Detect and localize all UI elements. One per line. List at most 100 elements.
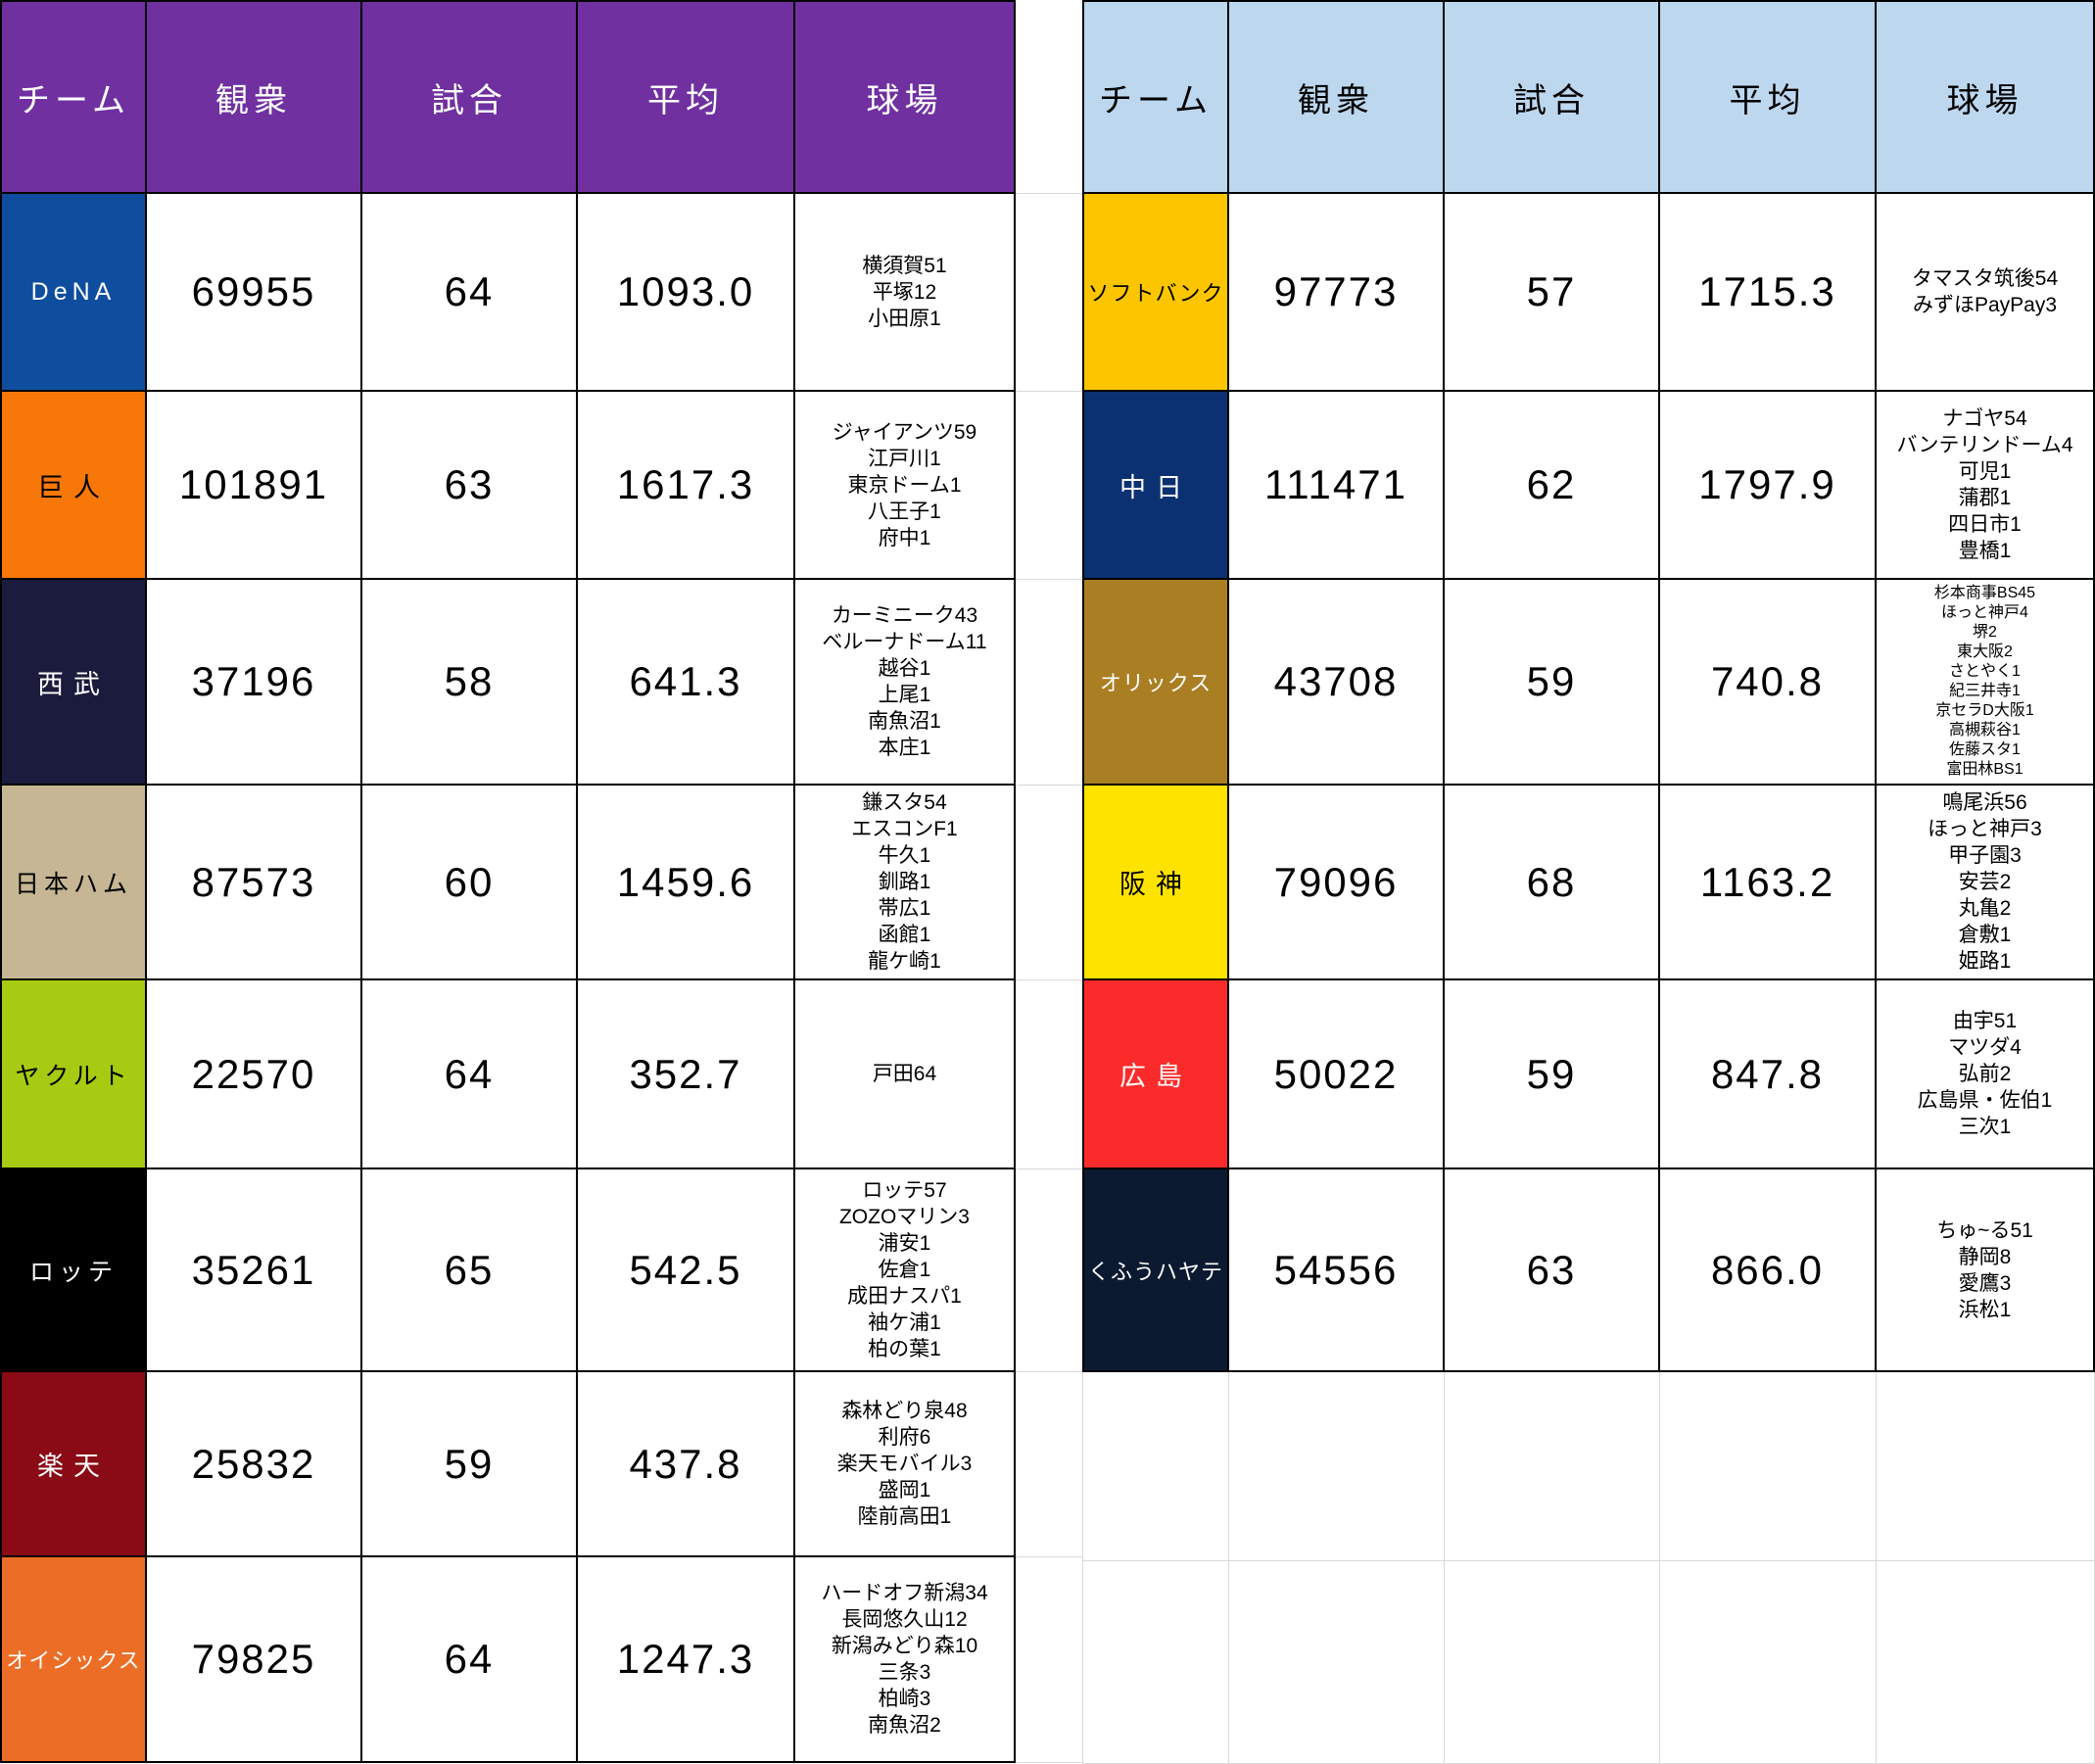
stadium-line: 蒲郡1	[1958, 487, 2012, 509]
gap-gridline-cell	[1016, 1169, 1082, 1372]
average-cell: 437.8	[578, 1372, 795, 1557]
games-cell: 59	[1445, 980, 1660, 1169]
stadium-line: マツダ4	[1948, 1036, 2022, 1059]
stadium-line: 京セラD大阪1	[1935, 702, 2034, 719]
attendance-cell: 43708	[1229, 580, 1445, 786]
stadium-line: ほっと神戸4	[1941, 604, 2028, 621]
column-header: チーム	[2, 2, 147, 194]
stadium-line: 堺2	[1973, 624, 1997, 641]
team-cell: オイシックス	[2, 1557, 147, 1763]
column-header: 観衆	[1229, 2, 1445, 194]
stadium-line: 東京ドーム1	[847, 473, 962, 497]
attendance-cell: 25832	[147, 1372, 362, 1557]
stadium-line: 平塚12	[872, 280, 937, 304]
stadium-line: ロッテ57	[862, 1179, 947, 1202]
stadium-line: 甲子園3	[1948, 844, 2022, 867]
stadium-line: 豊橋1	[1958, 540, 2012, 562]
stadium-line: 函館1	[878, 924, 931, 946]
stadium-line: 丸亀2	[1958, 897, 2012, 920]
stadium-line: 横須賀51	[862, 254, 947, 277]
empty-cell	[1660, 1561, 1877, 1764]
stadium-line: 可児1	[1958, 460, 2012, 483]
stadium-cell: 森林どり泉48 利府6 楽天モバイル3 盛岡1 陸前高田1	[795, 1372, 1016, 1557]
empty-cell	[1877, 1372, 2095, 1561]
stadium-line: 八王子1	[868, 500, 941, 523]
team-cell: くふうハヤテ	[1084, 1169, 1229, 1372]
team-name: 巨人	[37, 472, 110, 502]
stadium-line: 新潟みどり森10	[831, 1635, 978, 1657]
games-cell: 63	[362, 392, 578, 580]
stadium-line: タマスタ筑後54	[1911, 267, 2059, 290]
gap-gridline-cell	[1016, 580, 1082, 786]
stadium-line: 紀三井寺1	[1949, 683, 2021, 699]
stadium-line: 弘前2	[1958, 1063, 2012, 1085]
stadium-line: 袖ケ浦1	[868, 1311, 941, 1334]
gap-gridline-cell	[1016, 1372, 1082, 1557]
team-name: オイシックス	[6, 1648, 141, 1673]
team-name: 広島	[1119, 1062, 1192, 1091]
stadium-line: 森林どり泉48	[841, 1400, 968, 1422]
gap-gridline-cell	[1016, 194, 1082, 392]
column-header: チーム	[1084, 2, 1229, 194]
attendance-cell: 111471	[1229, 392, 1445, 580]
stadium-line: カーミニーク43	[831, 604, 978, 627]
team-name: 日本ハム	[14, 870, 132, 898]
average-cell: 1163.2	[1660, 786, 1877, 980]
attendance-cell: 37196	[147, 580, 362, 786]
team-name: ロッテ	[28, 1258, 118, 1286]
stadium-line: 愛鷹3	[1958, 1271, 2012, 1295]
average-cell: 641.3	[578, 580, 795, 786]
average-cell: 1093.0	[578, 194, 795, 392]
stadium-line: 浜松1	[1958, 1298, 2012, 1321]
column-header: 観衆	[147, 2, 362, 194]
team-cell: オリックス	[1084, 580, 1229, 786]
stadium-cell: ジャイアンツ59 江戸川1 東京ドーム1 八王子1 府中1	[795, 392, 1016, 580]
average-cell: 1715.3	[1660, 194, 1877, 392]
stadium-line: 利府6	[878, 1426, 931, 1449]
games-cell: 68	[1445, 786, 1660, 980]
team-cell: ソフトバンク	[1084, 194, 1229, 392]
stadium-line: 本庄1	[878, 737, 931, 759]
empty-cell	[1082, 1561, 1229, 1764]
attendance-cell: 69955	[147, 194, 362, 392]
attendance-cell: 87573	[147, 786, 362, 980]
stadium-cell: カーミニーク43 ベルーナドーム11 越谷1 上尾1 南魚沼1 本庄1	[795, 580, 1016, 786]
spreadsheet-gap-column	[1016, 0, 1082, 1764]
stadium-line: みずほPayPay3	[1912, 294, 2058, 316]
team-name: 阪神	[1119, 870, 1192, 899]
team-name: ソフトバンク	[1087, 281, 1224, 306]
games-cell: 63	[1445, 1169, 1660, 1372]
games-cell: 64	[362, 1557, 578, 1763]
right-attendance-table: チーム 観衆 試合 平均 球場 ソフトバンク 97773 57 1715.3 タマスタ筑…	[1082, 0, 2095, 1372]
stadium-line: 由宇51	[1952, 1010, 2018, 1032]
stadium-line: 鳴尾浜56	[1942, 791, 2027, 814]
stadium-line: 府中1	[878, 526, 931, 549]
stadium-line: 静岡8	[1958, 1245, 2012, 1268]
stadium-line: 南魚沼1	[868, 710, 941, 733]
games-cell: 62	[1445, 392, 1660, 580]
stadium-line: ほっと神戸3	[1928, 818, 2042, 840]
stadium-line: 浦安1	[878, 1232, 931, 1255]
games-cell: 59	[362, 1372, 578, 1557]
attendance-cell: 54556	[1229, 1169, 1445, 1372]
team-name: くふうハヤテ	[1087, 1259, 1223, 1284]
empty-cell	[1660, 1372, 1877, 1561]
stadium-line: 龍ケ崎1	[868, 950, 941, 973]
empty-cell	[1445, 1561, 1660, 1764]
team-cell: 日本ハム	[2, 786, 147, 980]
team-name: DeNA	[30, 277, 117, 306]
team-name: 楽天	[37, 1452, 110, 1481]
games-cell: 64	[362, 980, 578, 1169]
stadium-line: 杉本商事BS45	[1933, 585, 2036, 601]
empty-cell	[1082, 1372, 1229, 1561]
stadium-line: 楽天モバイル3	[836, 1453, 973, 1475]
empty-spreadsheet-cells	[1082, 1372, 2095, 1764]
stadium-cell: 横須賀51 平塚12 小田原1	[795, 194, 1016, 392]
stadium-cell: 鳴尾浜56 ほっと神戸3 甲子園3 安芸2 丸亀2 倉敷1 姫路1	[1877, 786, 2095, 980]
stadium-line: 安芸2	[1958, 871, 2012, 893]
gap-gridline-cell	[1016, 392, 1082, 580]
team-cell: DeNA	[2, 194, 147, 392]
team-name: オリックス	[1099, 671, 1213, 695]
attendance-cell: 22570	[147, 980, 362, 1169]
